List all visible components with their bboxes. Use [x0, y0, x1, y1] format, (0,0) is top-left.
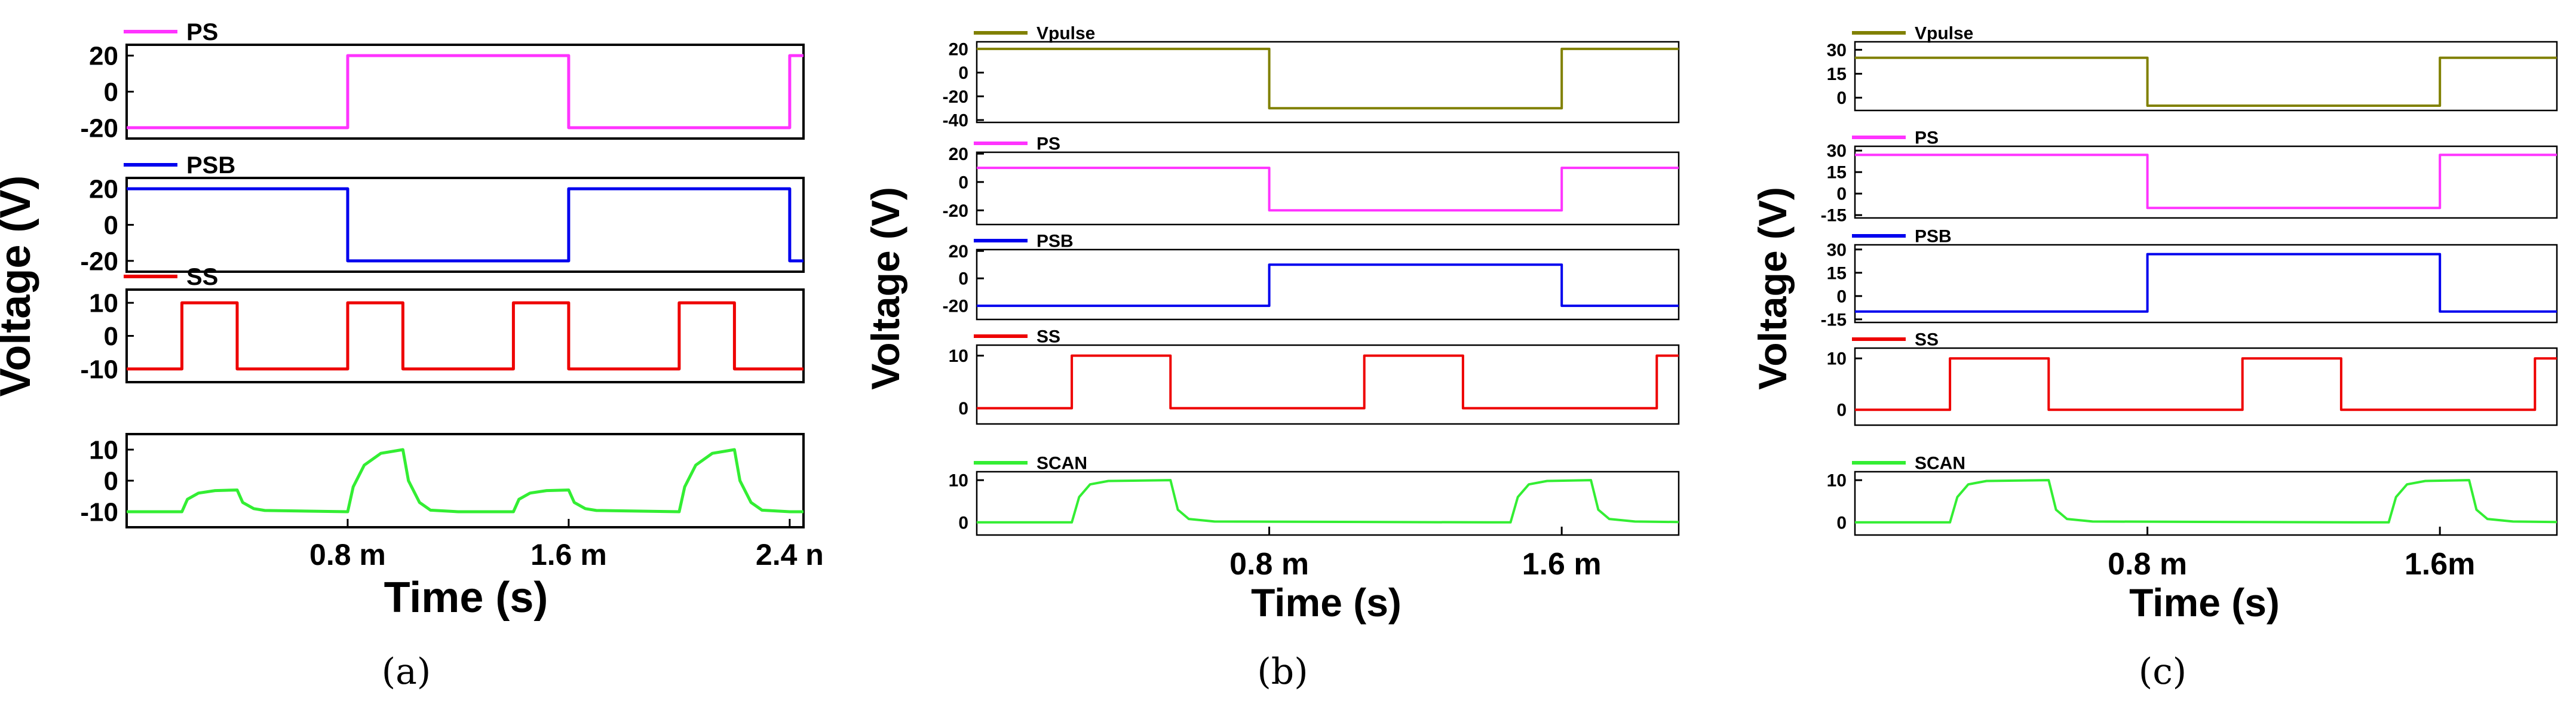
series-line-ss	[1855, 357, 2557, 411]
y-tick-label: 0	[104, 322, 118, 351]
panel-frame	[1854, 471, 2558, 536]
legend-label-ss: SS	[1036, 327, 1060, 347]
subfigure-caption: (b)	[1257, 651, 1308, 693]
series-line-ps	[977, 167, 1679, 212]
y-tick-label: 0	[1836, 88, 1847, 108]
panel-frame	[1854, 41, 2558, 112]
y-tick-label: -15	[1821, 206, 1847, 226]
series-line-vpulse	[977, 47, 1679, 110]
y-tick-label: 30	[1827, 41, 1847, 60]
series-line-ps	[1855, 153, 2557, 210]
panel-frame	[1854, 145, 2558, 219]
x-axis-label: Time (s)	[2129, 580, 2280, 625]
x-axis-label: Time (s)	[1251, 580, 1402, 625]
y-tick-label: 10	[89, 289, 118, 318]
y-tick-label: 20	[949, 39, 968, 59]
panel-frame	[976, 471, 1680, 536]
y-tick-label: 15	[1827, 64, 1847, 84]
y-tick-label: 10	[949, 346, 968, 366]
panel-frame	[976, 151, 1680, 226]
y-tick-label: 0	[1836, 401, 1847, 420]
y-tick-label: 0	[958, 173, 968, 192]
y-tick-label: -20	[943, 297, 968, 316]
x-tick-label: 1.6 m	[530, 538, 607, 571]
legend-label-psb: PSB	[1915, 227, 1952, 247]
y-tick-label: 15	[1827, 263, 1847, 283]
y-axis-label: Voltage (V)	[1750, 187, 1795, 390]
legend-label-ps: PS	[1036, 134, 1060, 154]
y-tick-label: 0	[1836, 185, 1847, 204]
y-tick-label: -20	[80, 113, 118, 143]
x-tick-label: 1.6 m	[1522, 547, 1602, 582]
y-tick-label: 0	[958, 269, 968, 289]
y-tick-label: -20	[80, 247, 118, 276]
y-tick-label: 10	[949, 471, 968, 491]
series-line-psb	[977, 263, 1679, 308]
y-tick-label: 0	[958, 399, 968, 419]
panel-frame	[976, 344, 1680, 425]
y-tick-label: -10	[80, 355, 118, 384]
legend-label-scan: SCAN	[1036, 454, 1087, 474]
series-line-scan	[127, 448, 804, 514]
series-line-scan	[977, 479, 1679, 524]
y-tick-label: -10	[80, 497, 118, 527]
legend-label-ss: SS	[1915, 330, 1939, 350]
series-line-psb	[127, 187, 804, 263]
y-axis-label: Voltage (V)	[863, 187, 907, 390]
series-line-psb	[1855, 253, 2557, 313]
x-tick-label: 0.8 m	[309, 538, 386, 571]
panel-frame	[1854, 244, 2558, 324]
legend-label-vpulse: Vpulse	[1915, 24, 1973, 44]
y-tick-label: 10	[1827, 471, 1847, 491]
legend-label-vpulse: Vpulse	[1036, 24, 1095, 44]
y-tick-label: 20	[949, 145, 968, 164]
y-axis-label: Voltage (V)	[0, 176, 39, 397]
y-tick-label: -40	[943, 111, 968, 131]
legend-label-psb: PSB	[186, 152, 235, 179]
panel-frame	[125, 177, 805, 273]
x-axis-label: Time (s)	[384, 574, 548, 622]
x-tick-label: 0.8 m	[1229, 547, 1309, 582]
y-tick-label: 10	[89, 435, 118, 465]
panel-frame	[1854, 347, 2558, 426]
panel-frame	[976, 248, 1680, 321]
y-tick-label: 0	[958, 513, 968, 533]
panel-frame	[125, 433, 805, 528]
y-tick-label: -20	[943, 87, 968, 107]
subfigure-caption: (a)	[382, 651, 431, 693]
y-tick-label: 0	[958, 63, 968, 83]
y-tick-label: 10	[1827, 349, 1847, 369]
x-tick-label: 2.4 n	[756, 538, 824, 571]
series-line-ss	[977, 354, 1679, 410]
panel-frame	[125, 44, 805, 140]
subfigure-caption: (c)	[2139, 651, 2186, 693]
y-tick-label: 0	[1836, 287, 1847, 306]
panel-frame	[976, 41, 1680, 124]
y-tick-label: 15	[1827, 163, 1847, 183]
series-line-scan	[1855, 479, 2557, 524]
legend-label-ps: PS	[186, 19, 218, 45]
y-tick-label: 0	[104, 78, 118, 107]
y-tick-label: 30	[1827, 240, 1847, 260]
series-line-ss	[127, 301, 804, 371]
x-tick-label: 1.6m	[2405, 547, 2476, 582]
series-line-ps	[127, 54, 804, 130]
legend-label-ss: SS	[186, 264, 218, 290]
legend-label-psb: PSB	[1036, 232, 1074, 251]
y-tick-label: 0	[1836, 513, 1847, 533]
y-tick-label: 30	[1827, 142, 1847, 161]
legend-label-ps: PS	[1915, 128, 1939, 148]
y-tick-label: 20	[89, 42, 118, 71]
y-tick-label: 20	[949, 242, 968, 262]
y-tick-label: -15	[1821, 310, 1847, 330]
y-tick-label: 0	[104, 466, 118, 496]
y-tick-label: 20	[89, 175, 118, 204]
legend-label-scan: SCAN	[1915, 454, 1965, 474]
y-tick-label: 0	[104, 211, 118, 240]
y-tick-label: -20	[943, 201, 968, 221]
series-line-vpulse	[1855, 56, 2557, 107]
x-tick-label: 0.8 m	[2108, 547, 2187, 582]
